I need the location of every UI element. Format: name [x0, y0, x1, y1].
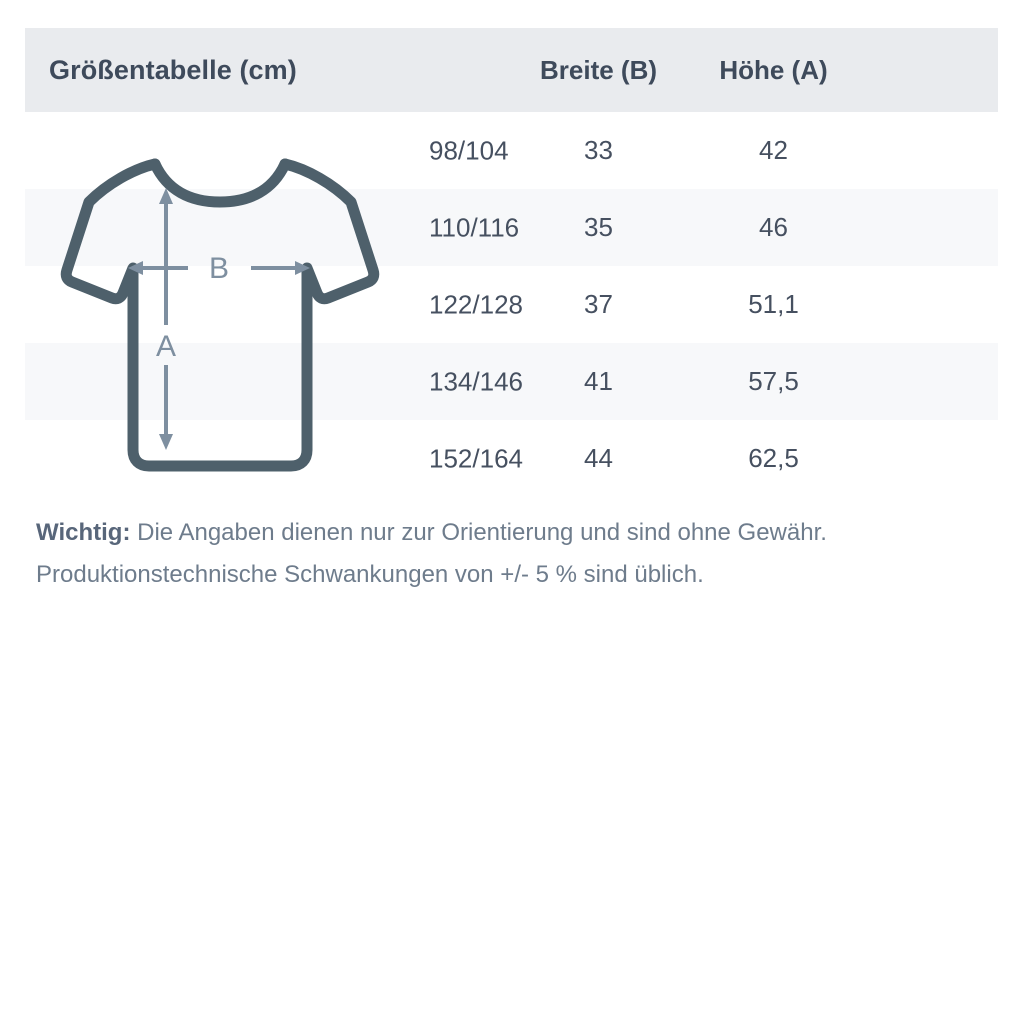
cell-width-value: 37 [584, 289, 613, 319]
cell-width-value: 41 [584, 366, 613, 396]
header-cell-size: Größentabelle (cm) [25, 55, 511, 86]
footnote: Wichtig: Die Angaben dienen nur zur Orie… [36, 512, 996, 596]
cell-size-value: 122/128 [429, 289, 523, 319]
table-row: 122/128 37 51,1 [25, 266, 998, 343]
table-row: 110/116 35 46 [25, 189, 998, 266]
cell-height-value: 46 [759, 212, 788, 242]
cell-height-value: 57,5 [748, 366, 799, 396]
page-title: Größentabelle (cm) [49, 54, 297, 85]
footnote-lead: Wichtig: [36, 519, 131, 546]
cell-width: 41 [511, 366, 686, 397]
cell-height: 51,1 [686, 289, 861, 320]
table-row: 152/164 44 62,5 [25, 420, 998, 497]
cell-height-value: 51,1 [748, 289, 799, 319]
cell-size-value: 152/164 [429, 443, 523, 473]
table-row: 134/146 41 57,5 [25, 343, 998, 420]
header-cell-height: Höhe (A) [686, 55, 861, 86]
cell-size-value: 134/146 [429, 366, 523, 396]
cell-width: 37 [511, 289, 686, 320]
cell-width: 44 [511, 443, 686, 474]
cell-width-value: 33 [584, 135, 613, 165]
cell-height-value: 62,5 [748, 443, 799, 473]
header-cell-width: Breite (B) [511, 55, 686, 86]
cell-width: 35 [511, 212, 686, 243]
size-table: Größentabelle (cm) Breite (B) Höhe (A) 9… [25, 28, 998, 497]
cell-height: 42 [686, 135, 861, 166]
cell-height: 57,5 [686, 366, 861, 397]
cell-height: 62,5 [686, 443, 861, 474]
cell-size-value: 110/116 [429, 212, 520, 242]
header-label-height: Höhe (A) [719, 54, 828, 85]
cell-width-value: 35 [584, 212, 613, 242]
cell-width-value: 44 [584, 443, 613, 473]
cell-size-value: 98/104 [429, 135, 509, 165]
cell-width: 33 [511, 135, 686, 166]
header-label-width: Breite (B) [539, 54, 657, 85]
footnote-line-1: Wichtig: Die Angaben dienen nur zur Orie… [36, 512, 996, 554]
table-row: 98/104 33 42 [25, 112, 998, 189]
table-header-row: Größentabelle (cm) Breite (B) Höhe (A) [25, 28, 998, 112]
footnote-line-1-text: Die Angaben dienen nur zur Orientierung … [130, 519, 827, 546]
cell-height: 46 [686, 212, 861, 243]
cell-height-value: 42 [759, 135, 788, 165]
footnote-line-2: Produktionstechnische Schwankungen von +… [36, 561, 704, 588]
